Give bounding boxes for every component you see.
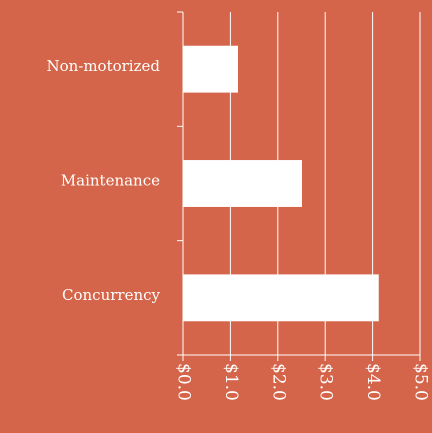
x-tick-label: $4.0 — [363, 363, 383, 401]
y-tick-label: Maintenance — [61, 172, 160, 190]
bar — [183, 274, 379, 322]
y-tick-label: Concurrency — [62, 286, 161, 304]
bar — [183, 160, 302, 207]
x-tick-label: $2.0 — [268, 363, 288, 401]
x-tick-label: $3.0 — [316, 363, 336, 401]
bar — [183, 45, 238, 93]
x-tick-label: $0.0 — [174, 363, 194, 401]
x-tick-label: $1.0 — [221, 363, 241, 401]
y-tick-label: Non-motorized — [46, 57, 160, 75]
x-tick-label: $5.0 — [411, 363, 431, 401]
